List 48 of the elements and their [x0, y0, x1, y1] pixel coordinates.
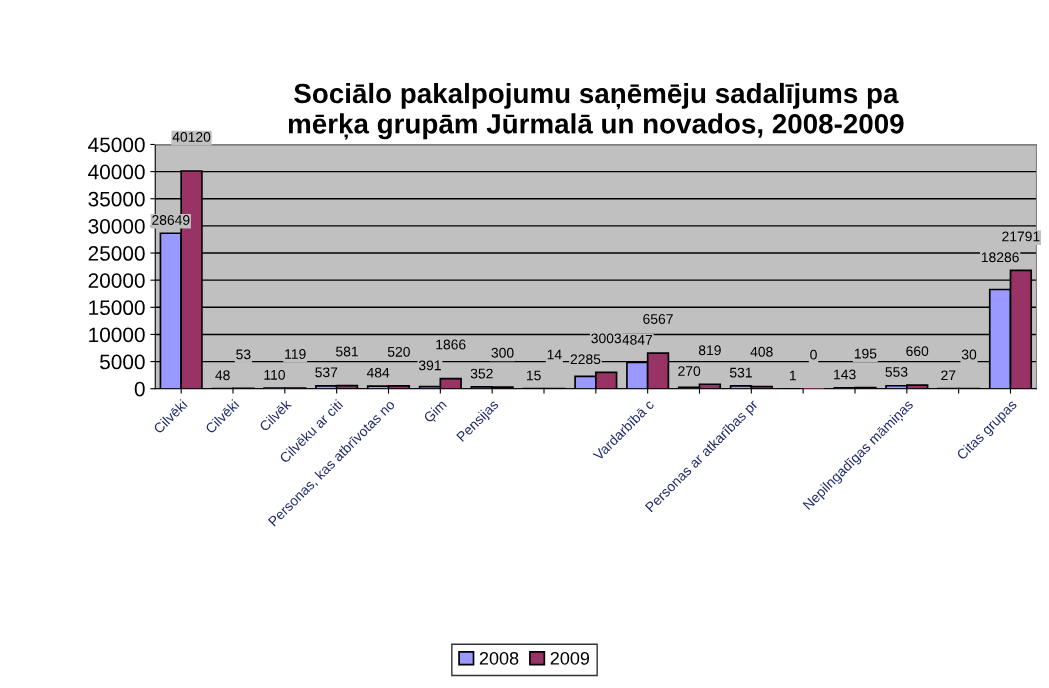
data-label: 3003: [591, 333, 622, 344]
y-tick-label: 30000: [88, 218, 145, 234]
y-tick-label: 0: [134, 381, 145, 397]
y-tick-label: 40000: [88, 164, 145, 180]
data-label: 18286: [981, 252, 1019, 263]
data-label: 6567: [643, 314, 673, 324]
data-label: 119: [285, 349, 306, 359]
data-label: 520: [387, 346, 410, 357]
data-label: 27: [941, 370, 956, 381]
data-label: 2285: [570, 354, 601, 365]
data-label: 300: [491, 347, 514, 358]
data-label: 537: [315, 367, 338, 378]
data-label: 484: [366, 367, 390, 378]
y-tick-label: 5000: [100, 354, 145, 370]
y-tick-label: 45000: [88, 137, 145, 153]
legend-label: 2008: [479, 651, 519, 665]
data-label: 1866: [436, 339, 466, 350]
chart-title: Sociālo pakalpojumu saņēmēju sadalījums pa mērķa grupām Jūrmalā un novados, 2008-2009: [288, 82, 904, 140]
y-tick-label: 10000: [89, 327, 145, 343]
data-label: 30: [961, 349, 977, 360]
data-label: 0: [810, 349, 817, 360]
data-label: 553: [885, 367, 908, 377]
data-label: 531: [729, 367, 752, 378]
data-label: 21791: [1002, 231, 1040, 242]
data-label: 110: [264, 369, 285, 380]
data-label: 195: [854, 348, 877, 359]
data-label: 1: [789, 370, 796, 381]
data-label: 408: [750, 346, 773, 357]
data-label: 15: [526, 370, 541, 381]
data-label: 40120: [172, 132, 211, 142]
data-label: 819: [698, 345, 721, 356]
data-label: 53: [236, 349, 251, 360]
legend-label: 2009: [550, 651, 590, 665]
data-label: 48: [215, 370, 230, 381]
x-tick-label: Ģim: [422, 399, 449, 426]
data-label: 14: [547, 349, 562, 360]
y-tick-label: 25000: [88, 246, 145, 261]
data-label: 143: [834, 369, 856, 380]
data-label: 391: [418, 360, 441, 371]
data-label: 28649: [152, 215, 190, 225]
y-tick-label: 35000: [88, 191, 145, 207]
y-tick-label: 15000: [89, 300, 145, 316]
data-label: 270: [678, 366, 701, 376]
data-label: 352: [470, 368, 493, 379]
data-label: 4847: [622, 334, 653, 345]
data-label: 660: [906, 346, 929, 356]
data-label: 581: [336, 346, 358, 357]
y-tick-label: 20000: [88, 273, 145, 288]
